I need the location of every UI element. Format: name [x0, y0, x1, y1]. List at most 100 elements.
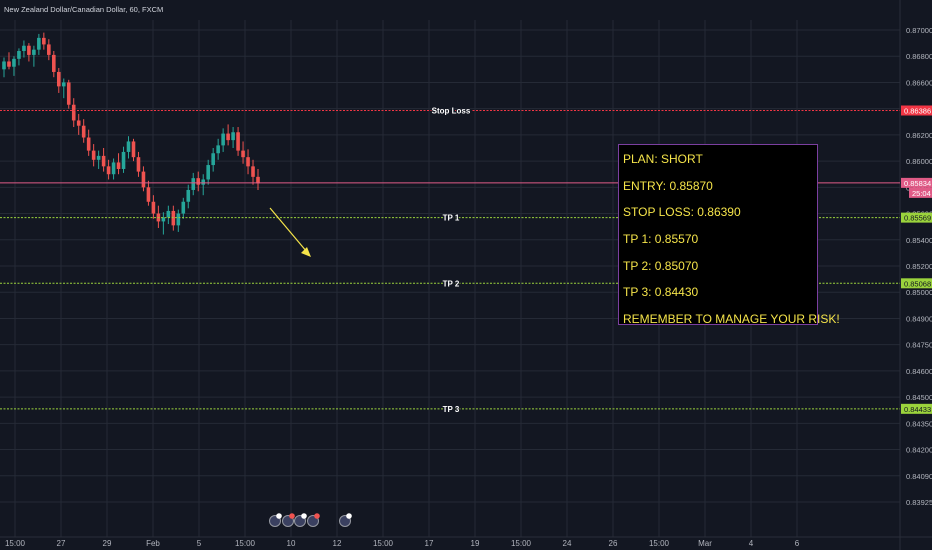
- candle-body: [17, 50, 21, 59]
- candle-body: [171, 210, 176, 226]
- candle-body: [27, 45, 31, 55]
- candle-body: [221, 133, 225, 146]
- tp2-label: TP 2: [443, 279, 460, 288]
- tp3-marker-label: 0.84433: [904, 405, 931, 414]
- candle-body: [2, 61, 6, 70]
- time-axis-label: 5: [197, 539, 202, 548]
- candle-body: [81, 125, 86, 138]
- candle-body: [236, 132, 240, 151]
- time-axis-label: 19: [471, 539, 480, 548]
- time-axis-label: 15:00: [373, 539, 394, 548]
- candle-body: [226, 133, 230, 141]
- price-axis-label: 0.84500: [906, 393, 932, 402]
- candle-body: [32, 49, 36, 55]
- candle-body: [101, 155, 106, 167]
- candle-body: [12, 58, 16, 67]
- time-axis-label: 4: [749, 539, 754, 548]
- candle-body: [206, 165, 210, 180]
- stop-loss-marker-label: 0.86386: [904, 107, 931, 116]
- candle-body: [181, 201, 186, 214]
- symbol-title: New Zealand Dollar/Canadian Dollar, 60, …: [4, 5, 163, 14]
- price-axis-label: 0.85200: [906, 262, 932, 271]
- candle-body: [7, 61, 11, 67]
- candle-body: [37, 37, 41, 50]
- candle-body: [161, 217, 166, 222]
- trade-plan-box: PLAN: SHORT ENTRY: 0.85870 STOP LOSS: 0.…: [618, 144, 840, 326]
- price-axis-label: 0.84350: [906, 419, 932, 428]
- stop_loss-label: Stop Loss: [432, 107, 471, 116]
- event-badge: [346, 513, 352, 519]
- time-axis-label: 29: [103, 539, 112, 548]
- time-axis-label: 6: [795, 539, 800, 548]
- tp2-marker: [901, 278, 932, 289]
- time-axis-label: 15:00: [649, 539, 670, 548]
- price-axis-label: 0.86800: [906, 52, 932, 61]
- event-badge: [276, 513, 282, 519]
- time-axis-label: 15:00: [511, 539, 532, 548]
- candle-body: [116, 162, 121, 169]
- candle-body: [251, 166, 255, 177]
- candle-body: [141, 171, 146, 188]
- tp1-marker: [901, 212, 932, 223]
- price-axis-label: 0.84750: [906, 341, 932, 350]
- tp2-marker-label: 0.85068: [904, 279, 931, 288]
- time-axis-label: 24: [563, 539, 572, 548]
- candle-body: [241, 150, 245, 158]
- price-axis-label: 0.84090: [906, 472, 932, 481]
- candle-body: [211, 153, 215, 166]
- candle-body: [246, 157, 250, 167]
- price-axis-label: 0.86200: [906, 131, 932, 140]
- plan-reminder: REMEMBER TO MANAGE YOUR RISK!: [623, 312, 840, 327]
- time-axis-label: 10: [287, 539, 296, 548]
- time-axis-label: Feb: [146, 539, 160, 548]
- price-axis-label: 0.86600: [906, 78, 932, 87]
- time-axis-label: 17: [425, 539, 434, 548]
- stop-loss-marker: [901, 105, 932, 116]
- candle-body: [42, 37, 46, 45]
- event-badge: [314, 513, 320, 519]
- candle-body: [56, 71, 61, 87]
- time-axis-label: Mar: [698, 539, 712, 548]
- time-axis-label: 15:00: [5, 539, 26, 548]
- candle-body: [126, 141, 131, 152]
- candle-body: [52, 54, 56, 72]
- price-axis-label: 0.84900: [906, 314, 932, 323]
- candle-body: [196, 178, 201, 185]
- candle-body: [71, 104, 76, 121]
- candle-body: [22, 45, 26, 51]
- price-axis-label: 0.87000: [906, 26, 932, 35]
- candle-body: [231, 132, 235, 141]
- candle-body: [66, 82, 71, 105]
- current-price-marker-label: 0.85834: [904, 179, 931, 188]
- candle-body: [176, 213, 181, 226]
- plan-title: PLAN: SHORT: [623, 152, 703, 166]
- candle-body: [86, 137, 91, 151]
- candle-body: [106, 166, 111, 175]
- arrow-head-icon: [301, 247, 311, 257]
- price-axis-label: 0.84600: [906, 367, 932, 376]
- candle-body: [151, 201, 156, 214]
- countdown-label: 25:04: [912, 189, 931, 198]
- time-axis-label: 15:00: [235, 539, 256, 548]
- candle-body: [146, 187, 151, 202]
- tp1-marker-label: 0.85569: [904, 214, 931, 223]
- candle-body: [96, 155, 101, 160]
- projection-arrow[interactable]: [269, 207, 308, 253]
- candle-body: [111, 162, 116, 175]
- price-axis-label: 0.84200: [906, 446, 932, 455]
- candle-body: [256, 176, 260, 184]
- candle-body: [131, 141, 136, 158]
- plan-entry: ENTRY: 0.85870: [623, 178, 713, 193]
- candle-body: [186, 189, 191, 202]
- plan-tp3: TP 3: 0.84430: [623, 285, 699, 300]
- tp1-label: TP 1: [443, 214, 460, 223]
- price-axis-label: 0.86000: [906, 157, 932, 166]
- price-axis-label: 0.83925: [906, 498, 932, 507]
- candle-body: [201, 179, 206, 185]
- countdown-marker: [909, 187, 932, 198]
- plan-tp2: TP 2: 0.85070: [623, 258, 699, 273]
- candle-body: [47, 44, 51, 55]
- current-price-marker: [901, 177, 932, 188]
- candle-body: [121, 151, 126, 169]
- tp3-label: TP 3: [443, 405, 460, 414]
